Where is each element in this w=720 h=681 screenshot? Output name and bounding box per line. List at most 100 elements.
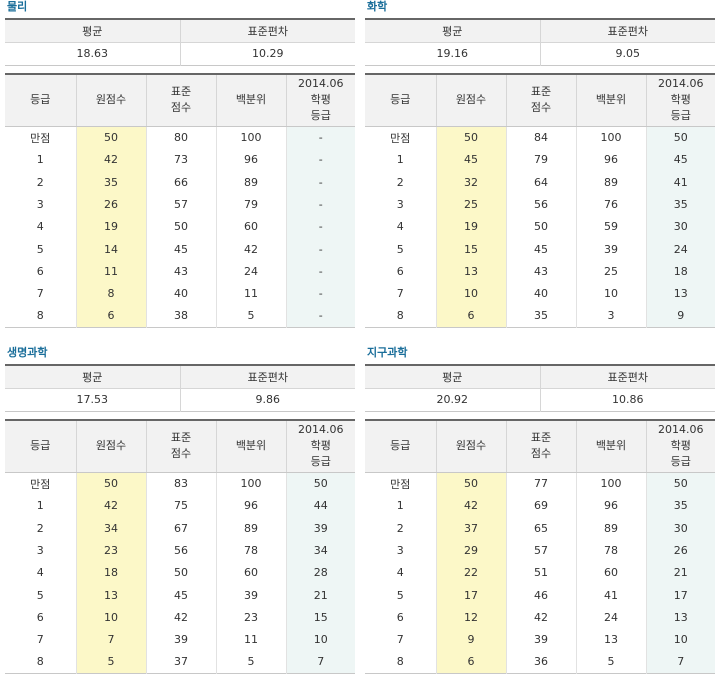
summary-table: 평균 표준편차 20.92 10.86: [365, 364, 715, 412]
mock-exam-grade-cell: 44: [285, 494, 355, 518]
percentile-cell: 3: [575, 304, 646, 328]
raw-score-cell: 34: [75, 517, 146, 540]
mock-exam-grade-header: 2014.06 학평 등급: [645, 419, 715, 473]
table-row: 1 42 75 96 44: [5, 494, 355, 518]
percentile-cell: 78: [575, 539, 646, 562]
raw-score-cell: 29: [435, 539, 506, 562]
raw-score-header: 원점수: [435, 419, 506, 473]
grade-table: 등급 원점수 표준 점수 백분위 2014.06 학평 등급 만점 50 84 100 50 1 45…: [365, 72, 715, 328]
percentile-cell: 79: [215, 193, 286, 216]
raw-score-cell: 50: [75, 126, 146, 149]
raw-score-cell: 5: [75, 650, 146, 674]
percentile-cell: 96: [575, 494, 646, 518]
table-row: 2 34 67 89 39: [5, 517, 355, 540]
mean-value: 20.92: [436, 393, 469, 406]
mock-exam-grade-cell: -: [285, 171, 355, 194]
mock-exam-grade-cell: 35: [645, 193, 715, 216]
table-row: 1 45 79 96 45: [365, 148, 715, 172]
mean-value: 18.63: [76, 47, 109, 60]
standard-score-cell: 67: [145, 517, 216, 540]
percentile-cell: 25: [575, 260, 646, 283]
percentile-cell: 24: [575, 606, 646, 629]
mock-exam-grade-cell: 10: [645, 628, 715, 651]
grade-cell: 1: [396, 153, 404, 167]
raw-score-cell: 37: [435, 517, 506, 540]
standard-score-cell: 36: [505, 650, 576, 674]
percentile-cell: 89: [215, 517, 286, 540]
table-row: 만점 50 84 100 50: [365, 126, 715, 149]
panel-title: 지구과학: [367, 346, 408, 359]
panel-chemistry: 화학 평균 표준편차 19.16 9.05 등급 원점수 표준 점수 백분위 2014.06 학평…: [365, 0, 715, 328]
mean-label: 평균: [5, 19, 180, 43]
summary-value-row: 18.63 10.29: [5, 42, 355, 65]
sd-label: 표준편차: [179, 365, 355, 389]
standard-score-cell: 46: [505, 583, 576, 607]
standard-score-header: 표준 점수: [505, 419, 576, 473]
standard-score-cell: 42: [145, 606, 216, 629]
standard-score-cell: 84: [505, 126, 576, 149]
percentile-header: 백분위: [215, 73, 286, 127]
mean-value: 17.53: [76, 393, 109, 406]
raw-score-cell: 25: [435, 193, 506, 216]
grade-table: 등급 원점수 표준 점수 백분위 2014.06 학평 등급 만점 50 83 100 50 1 42…: [5, 418, 355, 674]
standard-score-cell: 38: [145, 304, 216, 328]
mock-exam-grade-cell: 30: [645, 517, 715, 540]
mock-exam-grade-cell: 30: [645, 215, 715, 238]
percentile-cell: 100: [215, 472, 286, 495]
raw-score-cell: 6: [75, 304, 146, 328]
mock-exam-grade-cell: 39: [285, 517, 355, 540]
table-row: 5 13 45 39 21: [5, 583, 355, 607]
percentile-cell: 89: [215, 171, 286, 194]
standard-score-cell: 35: [505, 304, 576, 328]
percentile-cell: 24: [215, 260, 286, 283]
standard-score-cell: 83: [145, 472, 216, 495]
mean-label: 평균: [5, 365, 180, 389]
grade-cell: 8: [36, 309, 44, 323]
grade-cell: 3: [396, 544, 404, 558]
grade-cell: 2: [36, 175, 44, 189]
grade-cell: 6: [36, 610, 44, 624]
summary-value-row: 20.92 10.86: [365, 388, 715, 411]
standard-score-cell: 66: [145, 171, 216, 194]
raw-score-cell: 10: [75, 606, 146, 629]
grade-header: 등급: [365, 73, 436, 127]
mock-exam-grade-cell: 7: [645, 650, 715, 674]
table-row: 4 22 51 60 21: [365, 561, 715, 584]
raw-score-cell: 10: [435, 282, 506, 305]
standard-score-cell: 80: [145, 126, 216, 149]
percentile-cell: 89: [575, 517, 646, 540]
panel-title: 화학: [367, 0, 388, 13]
mock-exam-grade-cell: -: [285, 193, 355, 216]
raw-score-cell: 22: [435, 561, 506, 584]
mock-exam-grade-cell: -: [285, 237, 355, 261]
standard-score-cell: 73: [145, 148, 216, 172]
table-row: 2 32 64 89 41: [365, 171, 715, 194]
mock-exam-grade-cell: -: [285, 148, 355, 172]
grade-cell: 8: [396, 655, 404, 669]
table-row: 6 12 42 24 13: [365, 606, 715, 629]
standard-score-header: 표준 점수: [505, 73, 576, 127]
standard-score-cell: 56: [145, 539, 216, 562]
summary-value-row: 17.53 9.86: [5, 388, 355, 411]
grade-cell: 만점: [30, 477, 51, 491]
percentile-cell: 39: [575, 237, 646, 261]
raw-score-cell: 50: [435, 126, 506, 149]
standard-score-header: 표준 점수: [145, 419, 216, 473]
mock-exam-grade-cell: 50: [285, 472, 355, 495]
grade-cell: 만점: [30, 131, 51, 145]
table-row: 7 10 40 10 13: [365, 282, 715, 305]
table-row: 6 11 43 24-: [5, 260, 355, 283]
mock-exam-grade-cell: 13: [645, 282, 715, 305]
standard-score-cell: 43: [505, 260, 576, 283]
mock-exam-grade-cell: -: [285, 282, 355, 305]
percentile-cell: 59: [575, 215, 646, 238]
grade-cell: 6: [396, 264, 404, 278]
grade-cell: 4: [396, 566, 404, 580]
mean-value: 19.16: [436, 47, 469, 60]
table-row: 4 19 50 59 30: [365, 215, 715, 238]
grade-cell: 5: [36, 242, 44, 256]
sd-label: 표준편차: [539, 365, 715, 389]
table-row: 4 19 50 60-: [5, 215, 355, 238]
raw-score-cell: 19: [75, 215, 146, 238]
grade-cell: 1: [36, 153, 44, 167]
